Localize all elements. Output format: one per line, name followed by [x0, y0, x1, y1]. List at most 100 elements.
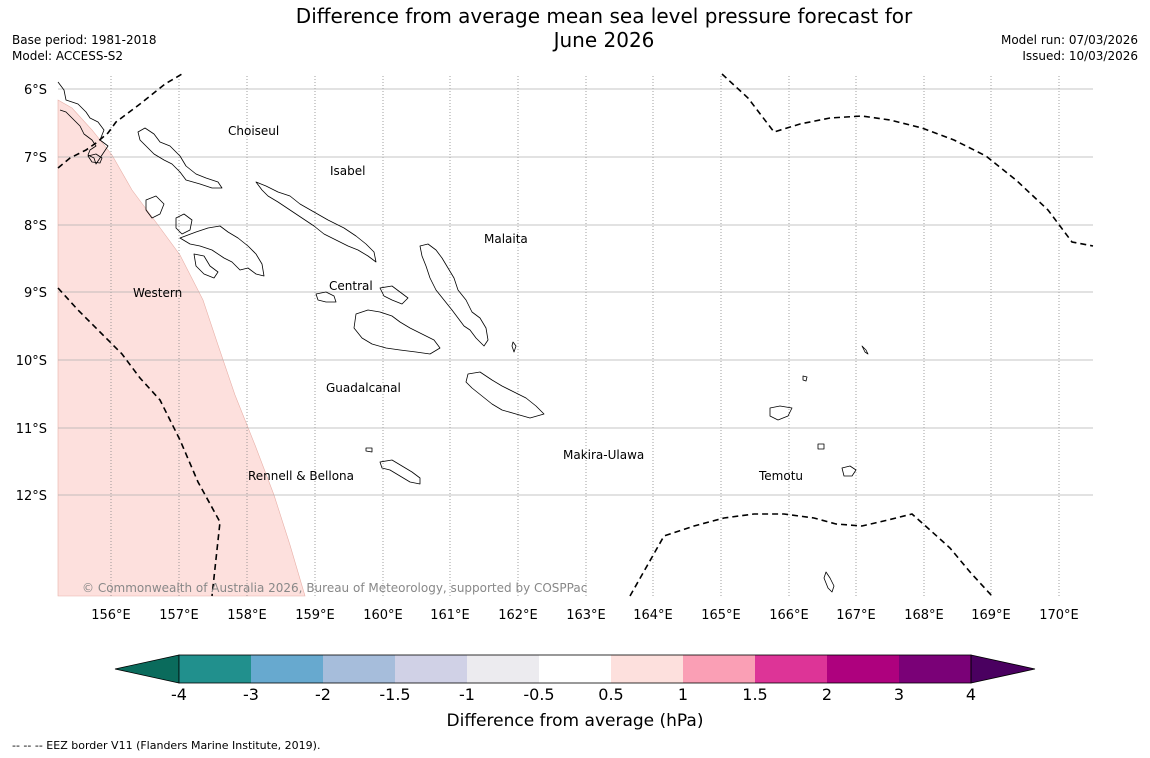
lon-label: 169°E	[971, 608, 1011, 623]
lon-label: 156°E	[91, 608, 131, 623]
tikopia-island	[817, 443, 825, 450]
colorbar	[114, 654, 1036, 684]
lat-labels: 6°S 7°S 8°S 9°S 10°S 11°S 12°S	[16, 83, 47, 504]
kolombangara	[175, 213, 193, 235]
lon-label: 163°E	[566, 608, 606, 623]
vanikoro-island	[841, 465, 857, 477]
colorbar-tick: 3	[894, 685, 904, 704]
colorbar-tick: 1.5	[742, 685, 767, 704]
lon-label: 161°E	[430, 608, 470, 623]
province-label-central: Central	[329, 279, 373, 293]
colorbar-ticks: -4 -3 -2 -1.5 -1 -0.5 0.5 1 1.5 2 3 4	[171, 685, 976, 704]
florida-islands	[315, 291, 337, 303]
eez-north-east	[721, 73, 1094, 247]
colorbar-high-extend	[970, 654, 1036, 684]
colorbar-tick: 0.5	[598, 685, 623, 704]
colorbar-frame	[178, 654, 972, 684]
colorbar-bin	[467, 655, 539, 683]
province-label-temotu: Temotu	[758, 469, 803, 483]
eez-borders	[57, 73, 1094, 597]
lon-label: 165°E	[701, 608, 741, 623]
colorbar-bin	[827, 655, 899, 683]
bougainville-coast	[57, 81, 109, 165]
copyright-text: © Commonwealth of Australia 2026, Bureau…	[82, 581, 587, 595]
makira-coast	[465, 371, 545, 419]
colorbar-tick: 1	[678, 685, 688, 704]
title-line-2: June 2026	[553, 28, 655, 52]
lat-label: 12°S	[16, 489, 47, 504]
sikaiana	[861, 345, 869, 355]
colorbar-tick: 2	[822, 685, 832, 704]
coastlines	[57, 81, 869, 593]
colorbar-bin	[179, 655, 251, 683]
positive-anomaly-area	[57, 99, 306, 597]
title-line-1: Difference from average mean sea level p…	[295, 4, 913, 28]
colorbar-bin	[251, 655, 323, 683]
colorbar-tick: -2	[315, 685, 331, 704]
lon-label: 164°E	[633, 608, 673, 623]
nendo-island	[769, 405, 793, 421]
colorbar-bin	[683, 655, 755, 683]
colorbar-tick: -1.5	[379, 685, 410, 704]
russell-islands	[379, 285, 409, 305]
colorbar-low-extend	[114, 654, 180, 684]
stewart-islands	[511, 341, 517, 353]
province-label-rennell-bellona: Rennell & Bellona	[248, 469, 354, 483]
lon-label: 166°E	[769, 608, 809, 623]
new-georgia-coast	[179, 225, 265, 277]
lat-label: 8°S	[24, 219, 47, 234]
province-label-guadalcanal: Guadalcanal	[326, 381, 401, 395]
colorbar-tick: -0.5	[523, 685, 554, 704]
lat-label: 6°S	[24, 83, 47, 98]
lon-label: 158°E	[227, 608, 267, 623]
meta-left: Base period: 1981-2018 Model: ACCESS-S2	[12, 32, 157, 64]
colorbar-bin	[395, 655, 467, 683]
colorbar-bin	[611, 655, 683, 683]
eez-footnote: -- -- -- EEZ border V11 (Flanders Marine…	[12, 739, 321, 752]
choiseul-coast	[137, 127, 223, 189]
chart-title: Difference from average mean sea level p…	[0, 4, 1150, 52]
colorbar-bin	[899, 655, 971, 683]
colorbar-tick: 4	[966, 685, 976, 704]
province-labels: Choiseul Isabel Malaita Western Central …	[133, 124, 803, 483]
model-run: Model run: 07/03/2026	[1000, 33, 1138, 47]
lat-label: 9°S	[24, 286, 47, 301]
model-name: Model: ACCESS-S2	[12, 49, 124, 63]
isabel-coast	[255, 181, 377, 263]
colorbar-label: Difference from average (hPa)	[447, 711, 704, 731]
malaita-coast	[419, 243, 489, 347]
eez-west-lower	[57, 287, 221, 597]
rennell-island	[379, 459, 421, 485]
vella-lavella	[145, 195, 165, 219]
province-label-isabel: Isabel	[330, 164, 365, 178]
lat-label: 11°S	[16, 422, 47, 437]
colorbar-bin	[323, 655, 395, 683]
lon-label: 167°E	[836, 608, 876, 623]
lon-label: 157°E	[159, 608, 199, 623]
province-label-choiseul: Choiseul	[228, 124, 279, 138]
eez-west-upper	[57, 73, 183, 169]
lon-labels: 156°E 157°E 158°E 159°E 160°E 161°E 162°…	[91, 608, 1079, 623]
colorbar-bin	[755, 655, 827, 683]
lon-label: 168°E	[904, 608, 944, 623]
base-period: Base period: 1981-2018	[12, 33, 157, 47]
issued-date: Issued: 10/03/2026	[1022, 49, 1138, 63]
meta-right: Model run: 07/03/2026 Issued: 10/03/2026	[1001, 32, 1138, 64]
bellona-island	[365, 447, 373, 453]
anuta-island	[823, 571, 835, 593]
province-label-malaita: Malaita	[484, 232, 528, 246]
duff-islands	[802, 375, 808, 382]
lat-label: 10°S	[16, 354, 47, 369]
guadalcanal-coast	[353, 309, 441, 355]
colorbar-tick: -3	[243, 685, 259, 704]
latitude-gridlines	[58, 88, 1093, 496]
lat-label: 7°S	[24, 151, 47, 166]
province-label-makira-ulawa: Makira-Ulawa	[563, 448, 644, 462]
lon-label: 160°E	[363, 608, 403, 623]
lon-label: 170°E	[1039, 608, 1079, 623]
province-label-western: Western	[133, 286, 182, 300]
shortland-island	[87, 153, 103, 164]
colorbar-tick: -1	[459, 685, 475, 704]
lon-label: 159°E	[295, 608, 335, 623]
